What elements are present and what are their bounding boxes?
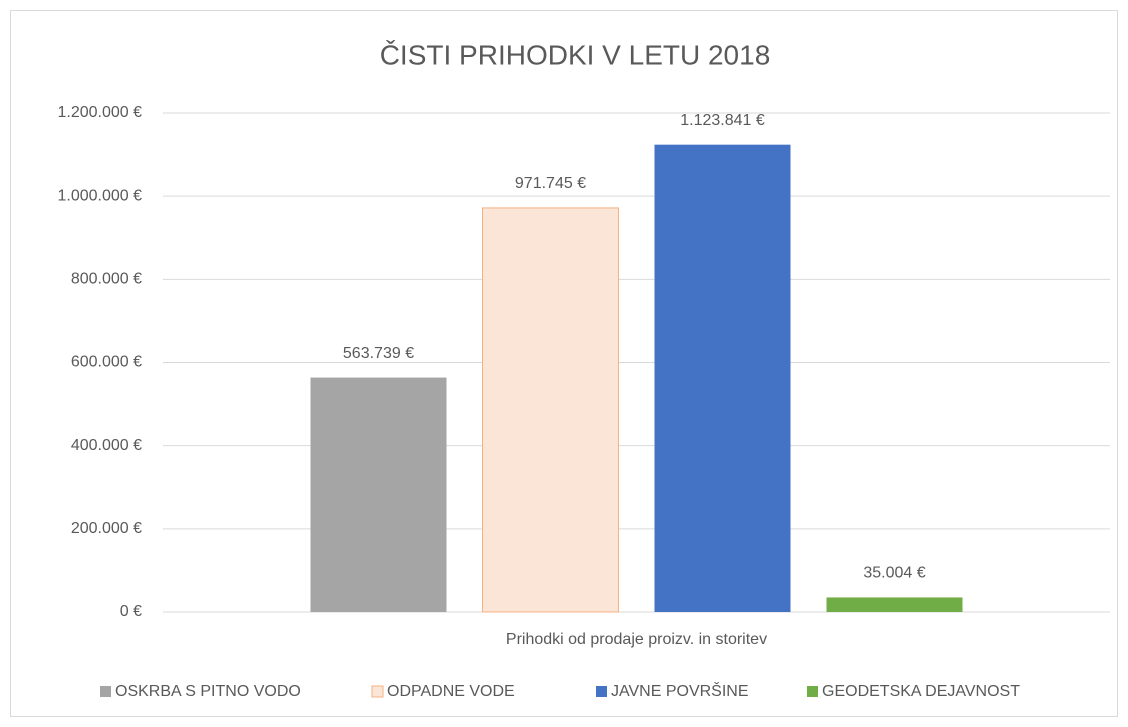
legend-swatch (807, 686, 818, 697)
y-tick-label: 1.200.000 € (57, 104, 142, 121)
bar (826, 597, 963, 612)
legend-swatch (100, 686, 111, 697)
bar (310, 377, 447, 612)
legend-label: GEODETSKA DEJAVNOST (822, 683, 1020, 700)
x-tick-label: Prihodki od prodaje proizv. in storitev (506, 631, 767, 648)
legend-swatch (596, 686, 607, 697)
data-label: 563.739 € (343, 345, 414, 362)
y-tick-label: 800.000 € (71, 271, 142, 288)
y-tick-label: 0 € (120, 603, 142, 620)
data-label: 35.004 € (863, 565, 925, 582)
data-label: 1.123.841 € (680, 112, 765, 129)
bar (654, 144, 791, 613)
y-tick-label: 200.000 € (71, 520, 142, 537)
y-tick-label: 600.000 € (71, 354, 142, 371)
legend-swatch (371, 685, 384, 698)
data-label: 971.745 € (515, 175, 586, 192)
y-tick-label: 1.000.000 € (57, 187, 142, 204)
bar (482, 207, 619, 613)
y-tick-label: 400.000 € (71, 437, 142, 454)
legend-label: ODPADNE VODE (387, 683, 515, 700)
legend-label: JAVNE POVRŠINE (611, 681, 749, 700)
legend-label: OSKRBA S PITNO VODO (115, 683, 301, 700)
chart-title: ČISTI PRIHODKI V LETU 2018 (380, 39, 771, 70)
